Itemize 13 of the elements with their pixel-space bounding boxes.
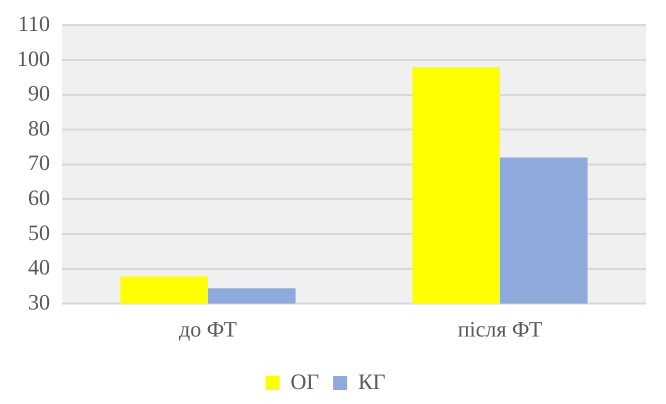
y-tick-label: 60 bbox=[28, 184, 50, 210]
x-tick-label: після ФТ bbox=[458, 316, 543, 342]
legend-label: КГ bbox=[358, 368, 386, 394]
y-tick-label: 80 bbox=[28, 115, 50, 140]
y-tick-label: 30 bbox=[28, 289, 50, 314]
y-tick-label: 90 bbox=[28, 80, 50, 106]
y-tick-label: 100 bbox=[17, 46, 50, 71]
y-tick-label: 40 bbox=[28, 254, 50, 280]
y-tick-label: 70 bbox=[28, 150, 50, 176]
legend-label: ОГ bbox=[290, 368, 320, 394]
x-tick-label: до ФТ bbox=[179, 316, 238, 342]
y-tick-label: 110 bbox=[18, 10, 50, 36]
y-tick-label: 50 bbox=[28, 220, 50, 245]
